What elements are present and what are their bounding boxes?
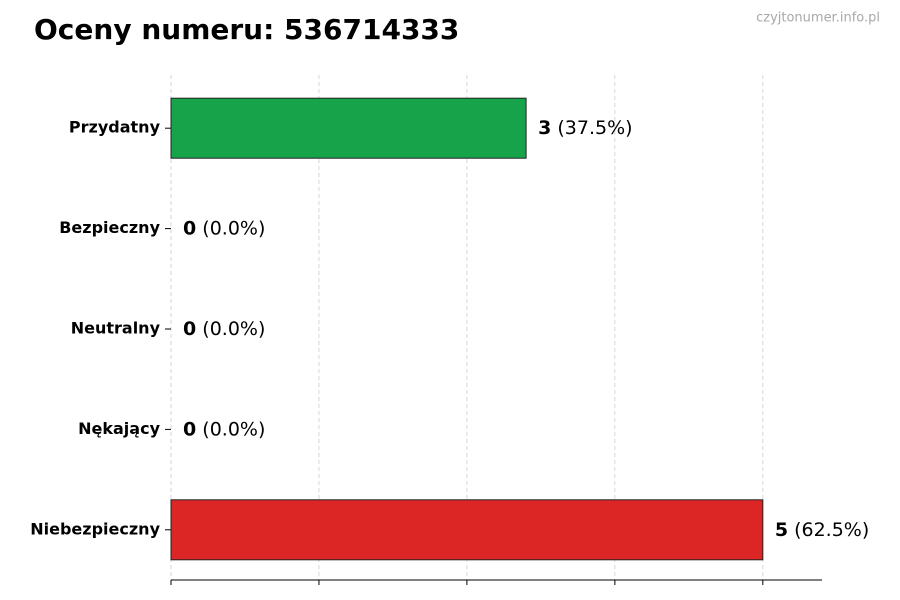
value-label: 0 (0.0%) <box>183 418 265 440</box>
share-label: (0.0%) <box>202 217 265 239</box>
share-label: (0.0%) <box>202 418 265 440</box>
chart-title: Oceny numeru: 536714333 <box>34 13 459 46</box>
bar <box>170 97 527 159</box>
y-tick-label: Nękający <box>78 419 160 438</box>
y-tick-label: Przydatny <box>69 118 161 137</box>
value-label: 3 (37.5%) <box>538 117 632 139</box>
share-label: (62.5%) <box>794 518 869 540</box>
value-label: 0 (0.0%) <box>183 318 265 340</box>
count-label: 0 <box>183 318 196 340</box>
value-label: 5 (62.5%) <box>775 518 869 540</box>
y-tick-label: Neutralny <box>71 319 161 338</box>
count-label: 0 <box>183 217 196 239</box>
bar <box>170 499 764 561</box>
watermark: czyjtonumer.info.pl <box>756 11 880 26</box>
y-tick-label: Niebezpieczny <box>30 519 160 538</box>
share-label: (0.0%) <box>202 318 265 340</box>
share-label: (37.5%) <box>557 117 632 139</box>
count-label: 3 <box>538 117 551 139</box>
count-label: 0 <box>183 418 196 440</box>
y-tick-label: Bezpieczny <box>59 218 160 237</box>
count-label: 5 <box>775 518 788 540</box>
value-label: 0 (0.0%) <box>183 217 265 239</box>
